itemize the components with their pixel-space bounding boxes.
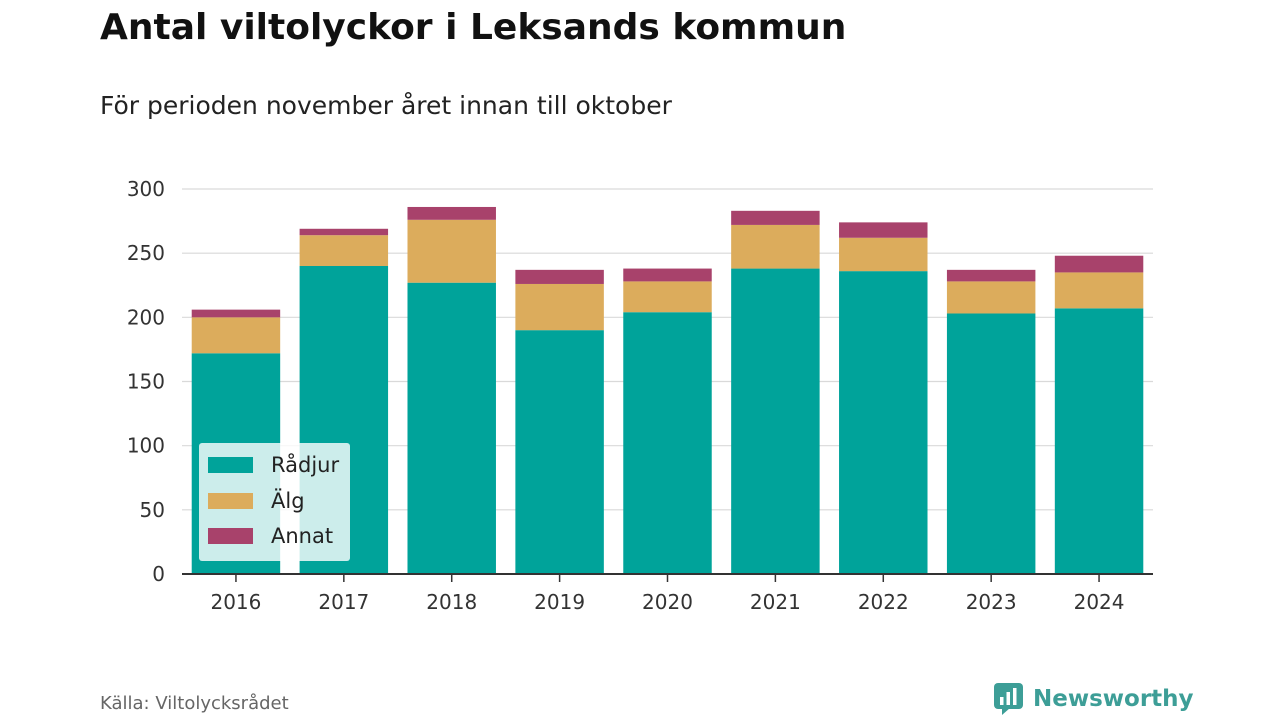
brand-name: Newsworthy [1033,686,1194,712]
bar-2024-annat[interactable] [1054,255,1144,273]
legend: Rådjur Älg Annat [199,443,350,561]
bar-2023-radjur[interactable] [946,313,1036,574]
x-tick-label: 2017 [318,590,369,614]
bar-2020-alg[interactable] [623,281,712,313]
bar-2022-alg[interactable] [839,237,928,272]
bar-2023-annat[interactable] [946,269,1036,282]
bar-2022-annat[interactable] [839,222,928,238]
source-note: Källa: Viltolycksrådet [100,693,289,714]
y-tick-label: 300 [127,177,165,201]
legend-label-alg: Älg [271,489,305,513]
y-tick-label: 50 [140,498,165,522]
bar-2017-annat[interactable] [299,228,389,236]
legend-swatch-annat [208,528,253,544]
bar-2024-radjur[interactable] [1054,308,1144,574]
bar-2021-radjur[interactable] [731,268,820,574]
x-tick-label: 2024 [1074,590,1125,614]
bar-2020-annat[interactable] [623,268,712,282]
legend-label-radjur: Rådjur [271,453,340,477]
bar-2021-annat[interactable] [731,210,820,225]
bar-2019-radjur[interactable] [515,330,604,574]
x-tick-label: 2021 [750,590,801,614]
x-tick-label: 2020 [642,590,693,614]
x-tick-label: 2018 [426,590,477,614]
x-tick-label: 2022 [858,590,909,614]
x-tick-label: 2016 [210,590,261,614]
bar-2018-radjur[interactable] [407,282,496,574]
brand-logo[interactable]: Newsworthy [994,683,1194,715]
bar-2019-alg[interactable] [515,283,604,331]
y-tick-label: 200 [127,305,165,329]
y-axis: 0 50 100 150 200 250 300 [127,177,165,586]
bar-2021-alg[interactable] [731,224,820,269]
bar-2019-annat[interactable] [515,269,604,284]
legend-swatch-radjur [208,457,253,473]
x-axis: 2016 2017 2018 2019 2020 2021 2022 2023 2024 [182,573,1153,614]
bar-2023-alg[interactable] [946,281,1036,314]
y-tick-label: 0 [152,562,165,586]
x-tick-label: 2023 [966,590,1017,614]
bar-2016-annat[interactable] [191,309,281,318]
y-tick-label: 150 [127,370,165,394]
legend-item-radjur[interactable]: Rådjur [208,453,340,477]
y-tick-label: 250 [127,241,165,265]
bar-2017-alg[interactable] [299,235,389,266]
bar-2016-alg[interactable] [191,317,281,354]
bar-2018-alg[interactable] [407,219,496,283]
bar-2018-annat[interactable] [407,206,496,220]
chart-subtitle: För perioden november året innan till ok… [100,91,672,120]
newsworthy-logo-icon [994,683,1023,715]
chart-title: Antal viltolyckor i Leksands kommun [100,7,847,48]
legend-swatch-alg [208,493,253,509]
bar-2020-radjur[interactable] [623,312,712,574]
x-tick-label: 2019 [534,590,585,614]
legend-label-annat: Annat [271,524,334,548]
y-tick-label: 100 [127,434,165,458]
bar-2024-alg[interactable] [1054,272,1144,309]
bar-2022-radjur[interactable] [839,271,928,574]
legend-item-annat[interactable]: Annat [208,524,334,548]
legend-item-alg[interactable]: Älg [208,489,305,513]
